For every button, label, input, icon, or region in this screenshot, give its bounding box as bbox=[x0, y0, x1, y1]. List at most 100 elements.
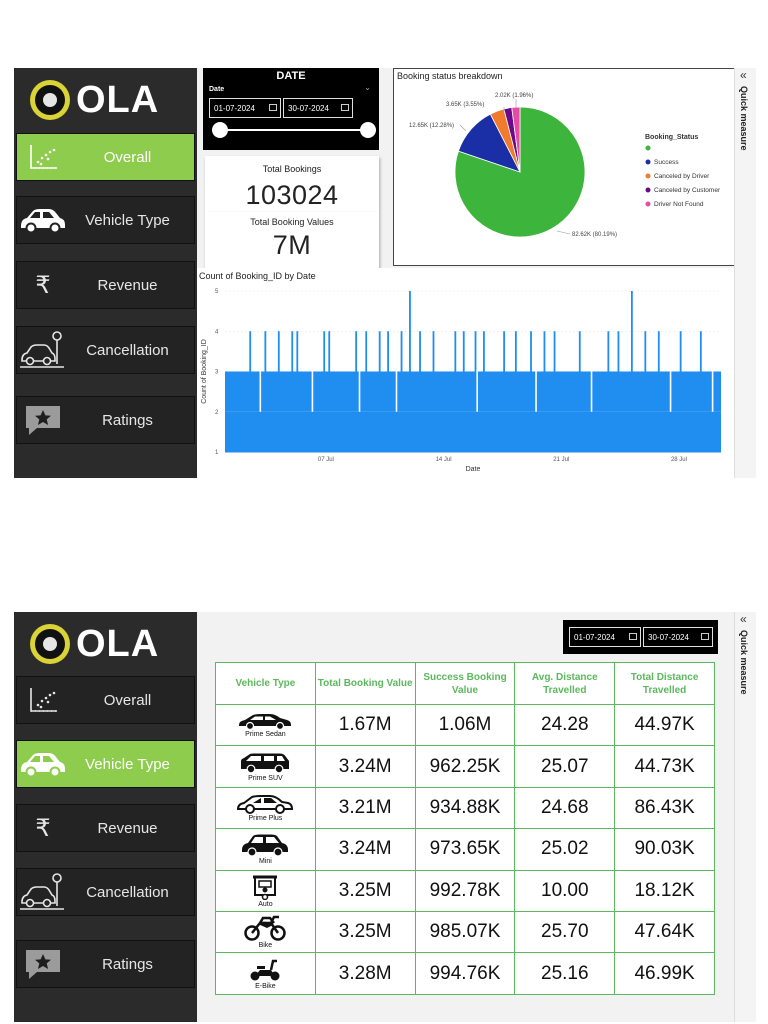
dip-mark bbox=[311, 371, 314, 412]
peak-mark[interactable] bbox=[409, 291, 411, 372]
peak-mark[interactable] bbox=[657, 331, 660, 372]
sidebar-item-ratings[interactable]: Ratings bbox=[16, 396, 195, 444]
legend-title: Booking_Status bbox=[645, 134, 698, 141]
pie-data-label: 12.65K (12.28%) bbox=[409, 123, 454, 129]
dip-mark bbox=[590, 371, 593, 412]
peak-mark[interactable] bbox=[419, 331, 421, 372]
quick-measure-label[interactable]: Quick measure bbox=[739, 630, 749, 695]
sidebar-item-overall[interactable]: Overall bbox=[16, 676, 195, 724]
peak-mark[interactable] bbox=[553, 331, 556, 372]
table-row: Prime SUV 3.24M 962.25K 25.07 44.73K bbox=[215, 745, 715, 788]
legend-marker bbox=[645, 187, 651, 193]
sidebar-item-vehicle-type[interactable]: Vehicle Type bbox=[16, 196, 195, 244]
pie-slice[interactable] bbox=[454, 106, 586, 238]
date-slider-track[interactable] bbox=[219, 129, 369, 131]
table-cell: 47.64K bbox=[614, 910, 715, 954]
table-cell: 934.88K bbox=[414, 786, 516, 830]
peak-mark[interactable] bbox=[387, 331, 389, 372]
pie-slice[interactable] bbox=[511, 106, 521, 173]
car-icon bbox=[17, 750, 69, 778]
table-cell: 86.43K bbox=[614, 786, 715, 830]
sidebar-item-overall[interactable]: Overall bbox=[16, 133, 195, 181]
rupee-icon: ₹ bbox=[35, 271, 51, 299]
peak-mark[interactable] bbox=[454, 331, 457, 372]
peak-mark[interactable] bbox=[617, 331, 620, 372]
quick-measure-label[interactable]: Quick measure bbox=[739, 86, 749, 151]
legend-entry[interactable]: Success bbox=[654, 159, 679, 166]
table-cell: 992.78K bbox=[414, 869, 516, 912]
peak-mark[interactable] bbox=[462, 331, 465, 372]
peak-mark[interactable] bbox=[679, 331, 682, 372]
star-rating-icon bbox=[17, 947, 69, 981]
peak-mark[interactable] bbox=[578, 331, 581, 372]
peak-mark[interactable] bbox=[277, 331, 280, 372]
column-header: Total Booking Value bbox=[314, 662, 416, 705]
start-date-input[interactable]: 01-07-2024 bbox=[569, 627, 641, 647]
date-slider-end-handle[interactable] bbox=[360, 122, 376, 138]
card-value: 7M bbox=[272, 230, 312, 260]
collapse-pane-icon[interactable]: « bbox=[740, 612, 747, 626]
peak-mark[interactable] bbox=[355, 331, 358, 372]
peak-mark[interactable] bbox=[530, 331, 532, 372]
sidebar-item-vehicle-type[interactable]: Vehicle Type bbox=[16, 740, 195, 788]
ola-logo-icon bbox=[30, 624, 70, 664]
peak-mark[interactable] bbox=[291, 331, 294, 372]
peak-mark[interactable] bbox=[400, 331, 403, 372]
peak-mark[interactable] bbox=[264, 331, 267, 372]
quick-measure-pane[interactable]: « Quick measure bbox=[734, 612, 756, 1022]
overall-dashboard: OLA Overall Vehicle Type ₹ Revenue Cance… bbox=[14, 68, 756, 478]
vehicle-type-dashboard: OLA Overall Vehicle Type ₹ Revenue Cance… bbox=[14, 612, 756, 1022]
y-tick-label: 1 bbox=[215, 450, 219, 456]
brand-name: OLA bbox=[76, 79, 160, 121]
peak-mark[interactable] bbox=[249, 331, 252, 372]
peak-mark[interactable] bbox=[328, 331, 331, 372]
peak-mark[interactable] bbox=[378, 331, 381, 372]
sidebar-item-revenue[interactable]: ₹ Revenue bbox=[16, 804, 195, 852]
table-cell: 25.16 bbox=[514, 952, 616, 995]
scatter-chart-icon bbox=[17, 685, 69, 715]
date-range-slicer[interactable]: DATE Date ⌄ 01-07-2024 30-07-2024 bbox=[203, 68, 379, 150]
calendar-icon[interactable] bbox=[701, 633, 709, 640]
date-range-slicer[interactable]: 01-07-2024 30-07-2024 bbox=[563, 620, 718, 654]
x-tick-label: 14 Jul bbox=[436, 457, 452, 463]
calendar-icon[interactable] bbox=[341, 104, 349, 111]
legend-entry[interactable]: Driver Not Found bbox=[654, 201, 704, 208]
calendar-icon[interactable] bbox=[269, 104, 277, 111]
peak-mark[interactable] bbox=[503, 331, 506, 372]
peak-mark[interactable] bbox=[630, 291, 633, 372]
peak-mark[interactable] bbox=[514, 331, 517, 372]
chevron-down-icon[interactable]: ⌄ bbox=[364, 83, 371, 92]
sidebar-item-cancellation[interactable]: Cancellation bbox=[16, 868, 195, 916]
table-cell: 1.67M bbox=[314, 703, 416, 747]
slicer-sub-label: Date bbox=[209, 86, 225, 93]
date-slider-start-handle[interactable] bbox=[212, 122, 228, 138]
peak-mark[interactable] bbox=[644, 331, 647, 372]
peak-mark[interactable] bbox=[543, 331, 546, 372]
card-title: Total Booking Values bbox=[250, 217, 334, 227]
calendar-icon[interactable] bbox=[629, 633, 637, 640]
x-tick-label: 07 Jul bbox=[318, 457, 334, 463]
peak-mark[interactable] bbox=[474, 331, 477, 372]
sidebar-item-cancellation[interactable]: Cancellation bbox=[16, 326, 195, 374]
sidebar-item-ratings[interactable]: Ratings bbox=[16, 940, 195, 988]
collapse-pane-icon[interactable]: « bbox=[740, 68, 747, 82]
table-cell: 3.24M bbox=[314, 745, 416, 788]
sidebar-item-label: Ratings bbox=[102, 411, 153, 429]
auto-rickshaw-icon bbox=[253, 875, 278, 900]
end-date-input[interactable]: 30-07-2024 bbox=[283, 98, 353, 118]
peak-mark[interactable] bbox=[365, 331, 368, 372]
peak-mark[interactable] bbox=[699, 331, 702, 372]
legend-entry[interactable]: Canceled by Customer bbox=[654, 187, 721, 194]
start-date-input[interactable]: 01-07-2024 bbox=[209, 98, 281, 118]
end-date-input[interactable]: 30-07-2024 bbox=[643, 627, 713, 647]
table-cell: 44.73K bbox=[614, 745, 715, 788]
peak-mark[interactable] bbox=[607, 331, 610, 372]
legend-entry[interactable]: Canceled by Driver bbox=[654, 173, 710, 180]
peak-mark[interactable] bbox=[296, 331, 299, 372]
peak-mark[interactable] bbox=[483, 331, 485, 372]
sidebar-item-revenue[interactable]: ₹ Revenue bbox=[16, 261, 195, 309]
peak-mark[interactable] bbox=[323, 331, 326, 372]
quick-measure-pane[interactable]: « Quick measure bbox=[734, 68, 756, 478]
dip-mark bbox=[395, 371, 398, 412]
peak-mark[interactable] bbox=[432, 331, 435, 372]
